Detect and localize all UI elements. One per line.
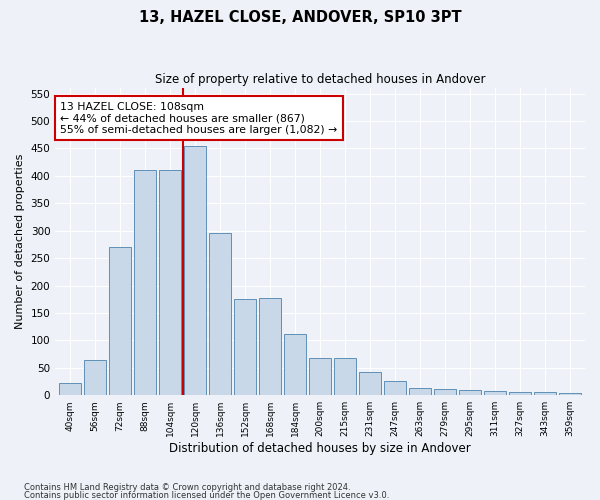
- Bar: [359, 372, 382, 395]
- Bar: [84, 360, 106, 395]
- Bar: [534, 392, 556, 395]
- Bar: [409, 388, 431, 395]
- Bar: [384, 382, 406, 395]
- Bar: [134, 170, 157, 395]
- Bar: [309, 358, 331, 395]
- Y-axis label: Number of detached properties: Number of detached properties: [15, 154, 25, 330]
- Text: 13 HAZEL CLOSE: 108sqm
← 44% of detached houses are smaller (867)
55% of semi-de: 13 HAZEL CLOSE: 108sqm ← 44% of detached…: [60, 102, 337, 135]
- Text: 13, HAZEL CLOSE, ANDOVER, SP10 3PT: 13, HAZEL CLOSE, ANDOVER, SP10 3PT: [139, 10, 461, 25]
- Bar: [159, 170, 181, 395]
- Bar: [209, 234, 232, 395]
- Bar: [109, 247, 131, 395]
- Text: Contains HM Land Registry data © Crown copyright and database right 2024.: Contains HM Land Registry data © Crown c…: [24, 484, 350, 492]
- Bar: [284, 334, 307, 395]
- Bar: [334, 358, 356, 395]
- Bar: [184, 146, 206, 395]
- Bar: [484, 392, 506, 395]
- Bar: [434, 388, 456, 395]
- Bar: [559, 393, 581, 395]
- Title: Size of property relative to detached houses in Andover: Size of property relative to detached ho…: [155, 72, 485, 86]
- Bar: [234, 299, 256, 395]
- Text: Contains public sector information licensed under the Open Government Licence v3: Contains public sector information licen…: [24, 490, 389, 500]
- Bar: [459, 390, 481, 395]
- X-axis label: Distribution of detached houses by size in Andover: Distribution of detached houses by size …: [169, 442, 471, 455]
- Bar: [59, 383, 82, 395]
- Bar: [259, 298, 281, 395]
- Bar: [509, 392, 531, 395]
